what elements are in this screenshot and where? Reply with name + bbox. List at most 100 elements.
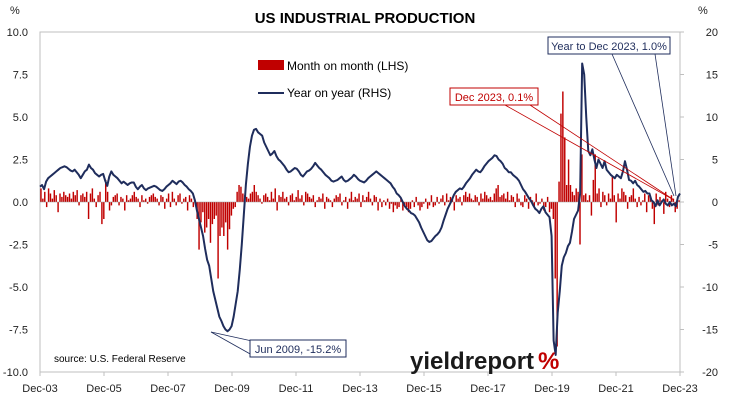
mom-bar (583, 195, 585, 202)
x-axis: Dec-03 Dec-05 Dec-07 Dec-09 Dec-11 Dec-13 Dec-… (22, 372, 698, 395)
mom-bar (674, 202, 676, 213)
legend-bar-label: Month on month (LHS) (287, 59, 408, 73)
mom-bar (236, 191, 238, 202)
mom-bar (291, 193, 294, 202)
annotation-year-to-dec-2023: Year to Dec 2023, 1.0% (547, 36, 677, 197)
mom-bar (266, 196, 269, 202)
mom-bar (108, 202, 111, 211)
mom-bar (459, 196, 461, 202)
mom-bar (619, 198, 621, 202)
mom-bar (573, 195, 576, 202)
mom-bar (177, 195, 179, 202)
annotation-text: Jun 2009, -15.2% (255, 344, 341, 356)
mom-bar (114, 195, 116, 202)
mom-bar (499, 196, 501, 202)
mom-bar (533, 202, 536, 208)
mom-bar (350, 191, 353, 202)
annotation-box (547, 36, 671, 55)
mom-bar (276, 202, 278, 211)
mom-bar (398, 202, 400, 208)
mom-bar (308, 196, 311, 202)
yoy-line (39, 62, 681, 356)
mom-bar (634, 198, 636, 202)
mom-bar (228, 202, 231, 230)
mom-bar (141, 195, 143, 202)
mom-bar (520, 202, 522, 206)
mom-bar (93, 198, 96, 202)
left-axis: 10.0 7.5 5.0 2.5 0.0 -2.5 -5.0 -7.5 -10.0 (3, 27, 28, 379)
mom-bar (314, 202, 316, 208)
mom-bar (101, 202, 103, 225)
mom-bar (577, 191, 579, 202)
mom-bar (367, 191, 370, 202)
yieldreport-logo: yieldreport % (410, 348, 559, 375)
mom-bar (47, 188, 50, 202)
mom-bar (535, 193, 537, 202)
mom-bar (285, 196, 288, 202)
mom-bar (497, 185, 499, 202)
mom-bar (215, 202, 217, 216)
mom-bar (390, 202, 393, 204)
mom-bar (261, 202, 263, 204)
mom-bar (45, 202, 48, 208)
mom-bar (504, 198, 507, 202)
mom-bar (284, 198, 286, 202)
mom-bar (546, 196, 549, 202)
mom-bar (381, 202, 383, 208)
mom-bar (539, 202, 541, 204)
mom-bar (617, 193, 619, 202)
legend-bar-swatch (258, 60, 284, 70)
mom-bar (476, 196, 478, 202)
mom-bar (148, 196, 151, 202)
mom-bar (272, 198, 275, 202)
mom-bar (482, 198, 484, 202)
mom-bar (74, 195, 76, 202)
mom-bar (152, 193, 155, 202)
logo-percent-mark: % (538, 348, 559, 375)
mom-bar (470, 198, 473, 202)
mom-bar (297, 190, 299, 202)
mom-bar (415, 196, 417, 202)
left-tick-label: -7.5 (9, 325, 28, 337)
mom-bar (356, 198, 358, 202)
mom-bar (484, 191, 486, 202)
mom-bar (331, 202, 334, 208)
mom-bar (348, 198, 351, 202)
mom-bar (444, 202, 446, 206)
annotation-box (449, 87, 539, 106)
mom-bar (472, 200, 475, 202)
mom-bar (63, 191, 65, 202)
mom-bar (344, 196, 347, 202)
mom-bar (129, 198, 132, 202)
mom-bar (118, 202, 120, 206)
mom-bar (379, 198, 381, 202)
annotation-text: Year to Dec 2023, 1.0% (551, 41, 667, 53)
mom-bar (442, 195, 444, 202)
mom-bar (110, 202, 113, 206)
mom-bar (354, 196, 356, 202)
mom-bar (280, 196, 282, 202)
mom-bar (213, 202, 216, 219)
mom-bar (40, 188, 42, 202)
x-tick-label: Dec-19 (534, 383, 569, 395)
mom-bar (613, 195, 616, 202)
mom-bar (320, 198, 322, 202)
mom-bar (571, 191, 574, 202)
right-axis-unit: % (698, 5, 708, 17)
mom-bar (164, 202, 166, 209)
x-tick-label: Dec-05 (86, 383, 121, 395)
mom-bar (122, 198, 124, 202)
mom-bar (668, 202, 671, 208)
mom-bar (514, 202, 516, 208)
mom-bar (598, 188, 600, 202)
mom-bar (125, 195, 128, 202)
mom-bar (556, 202, 558, 347)
mom-bar (541, 198, 543, 202)
mom-bar (325, 196, 328, 202)
mom-bar (489, 196, 492, 202)
mom-bar (51, 198, 54, 202)
mom-bar (575, 188, 577, 202)
mom-bar (209, 202, 212, 243)
mom-bar (84, 196, 86, 202)
mom-bar (154, 196, 156, 202)
